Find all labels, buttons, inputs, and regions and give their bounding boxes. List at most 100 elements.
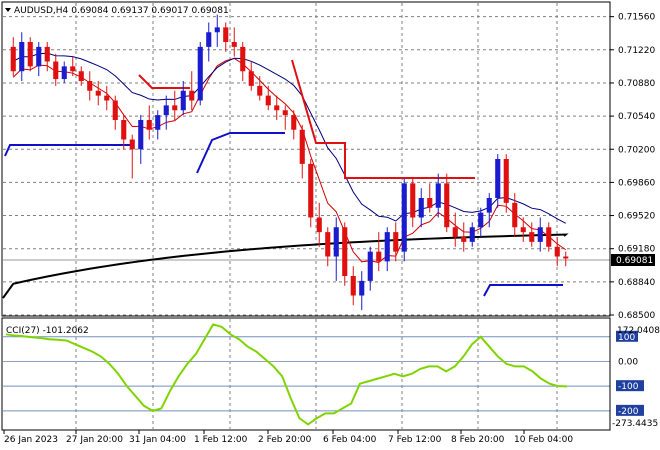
candle-body — [121, 120, 127, 140]
red-stop-line — [138, 74, 190, 89]
candle-body — [70, 66, 76, 72]
candle-body — [282, 110, 288, 116]
candlesticks — [10, 14, 569, 311]
candle-body — [299, 129, 305, 164]
candle-body — [265, 95, 271, 106]
candle-body — [554, 246, 560, 257]
candle-body — [359, 280, 365, 296]
price-tick-label: 0.69180 — [618, 245, 655, 255]
candle-body — [248, 71, 254, 86]
candle-body — [223, 27, 229, 42]
candle-body — [469, 227, 475, 242]
candle-body — [206, 32, 212, 47]
candle-body — [27, 42, 33, 67]
price-axis: 0.71560 0.71220 0.70880 0.70540 0.70200 0.698… — [610, 13, 655, 321]
grid-lines — [3, 3, 610, 429]
candle-body — [537, 227, 543, 242]
candle-body — [129, 139, 135, 150]
candle-body — [146, 120, 152, 130]
candle-body — [444, 183, 450, 228]
candle-body — [308, 163, 314, 218]
time-tick-label: 7 Feb 12:00 — [388, 435, 442, 445]
candle-body — [563, 256, 569, 259]
cci-axis-bottom: -273.4435 — [612, 419, 658, 429]
time-tick-label: 1 Feb 12:00 — [194, 435, 248, 445]
cci-level-label: 0.00 — [618, 357, 638, 367]
candle-body — [546, 227, 552, 247]
price-tick-label: 0.70540 — [618, 112, 655, 122]
cci-axis-top: 172.0408 — [617, 326, 660, 336]
price-tick-label: 0.69520 — [618, 212, 655, 222]
candle-body — [95, 90, 101, 96]
candle-body — [478, 212, 484, 228]
candle-body — [342, 227, 348, 276]
candle-body — [401, 183, 407, 252]
price-tick-label: 0.71220 — [618, 46, 655, 56]
cci-panel: 100 0.00 -100 -200 — [3, 323, 644, 426]
candle-body — [486, 198, 492, 213]
cci-panel-frame — [1, 317, 611, 431]
candle-body — [427, 198, 433, 208]
price-tick-label: 0.70880 — [618, 79, 655, 89]
time-tick-label: 26 Jan 2023 — [4, 435, 58, 445]
candle-body — [163, 105, 169, 116]
cci-level-label: -200 — [618, 407, 639, 417]
candle-body — [61, 66, 67, 80]
time-axis: 26 Jan 2023 27 Jan 20:00 31 Jan 04:00 1 Feb… — [3, 430, 573, 445]
candle-body — [257, 85, 263, 96]
collapse-arrow-icon[interactable] — [5, 8, 11, 12]
moving-average-200-line — [2, 233, 569, 299]
candle-body — [350, 276, 356, 296]
cci-line — [5, 323, 568, 426]
candle-body — [384, 232, 390, 262]
candle-body — [180, 90, 186, 111]
candle-body — [155, 115, 161, 130]
cci-level-tag — [616, 330, 638, 342]
price-tick-label: 0.68500 — [618, 311, 655, 321]
candle-body — [452, 227, 458, 237]
candle-body — [495, 159, 501, 198]
candle-body — [393, 232, 399, 252]
price-tick-label: 0.71560 — [618, 13, 655, 23]
blue-stop-line — [483, 284, 563, 297]
ohlc-values: 0.69084 0.69137 0.69017 0.69081 — [71, 6, 228, 16]
candle-body — [10, 46, 16, 72]
time-tick-label: 31 Jan 04:00 — [129, 435, 186, 445]
cci-level-label: 100 — [618, 333, 635, 343]
chart-header: AUDUSD,H4 0.69084 0.69137 0.69017 0.69081 — [14, 6, 229, 16]
candle-body — [376, 251, 382, 262]
blue-stop-line — [196, 132, 285, 174]
candle-body — [214, 27, 220, 33]
candle-body — [138, 120, 144, 150]
candle-body — [112, 100, 118, 120]
slow-ema-line — [13, 52, 566, 224]
candle-body — [503, 159, 509, 203]
symbol-label: AUDUSD,H4 — [14, 6, 69, 16]
candle-body — [172, 105, 178, 111]
red-stop-line — [291, 59, 475, 179]
cci-level-tag — [616, 380, 644, 392]
time-tick-label: 10 Feb 04:00 — [514, 435, 573, 445]
blue-stop-line — [4, 144, 130, 157]
candle-body — [418, 198, 424, 218]
candle-body — [333, 227, 339, 257]
current-price-tag — [611, 254, 655, 266]
main-panel-frame — [1, 1, 611, 317]
time-tick-label: 27 Jan 20:00 — [66, 435, 123, 445]
price-tick-label: 0.69860 — [618, 178, 655, 188]
time-tick-label: 2 Feb 20:00 — [258, 435, 312, 445]
time-tick-label: 6 Feb 04:00 — [323, 435, 377, 445]
candle-body — [44, 46, 50, 62]
candle-body — [410, 183, 416, 218]
candle-body — [240, 46, 246, 72]
indicator-lines — [2, 52, 569, 299]
chart-frames — [1, 1, 611, 431]
cci-level-tag — [616, 355, 644, 367]
candle-body — [520, 227, 526, 233]
candle-body — [78, 71, 84, 81]
time-tick-label: 8 Feb 20:00 — [451, 435, 505, 445]
candle-body — [274, 105, 280, 111]
price-tick-label: 0.68840 — [618, 278, 655, 288]
